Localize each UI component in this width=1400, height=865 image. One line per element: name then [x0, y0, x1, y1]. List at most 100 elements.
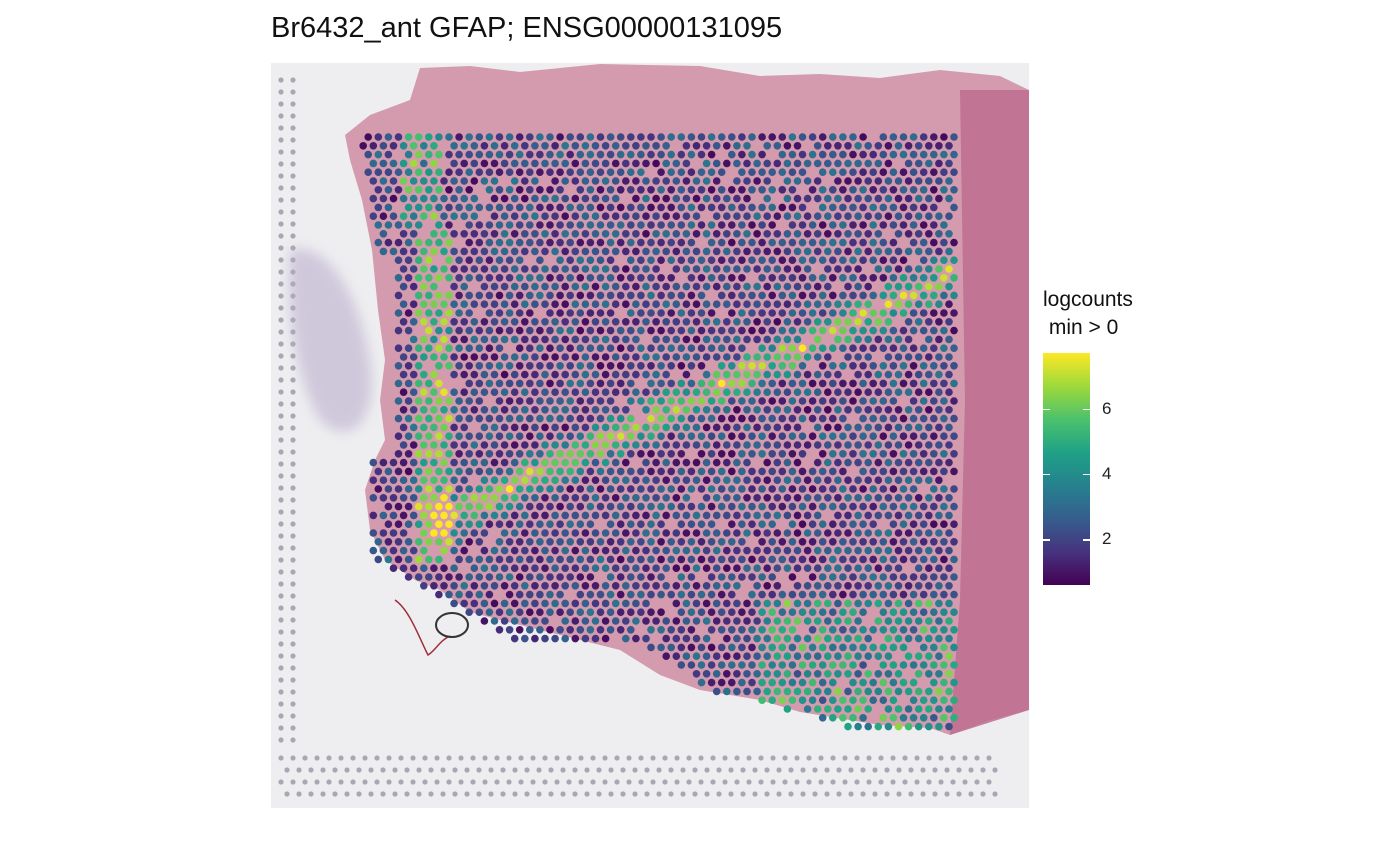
spot	[894, 634, 903, 643]
spot	[758, 238, 766, 247]
spot	[773, 687, 782, 696]
fiducial-dot	[686, 755, 692, 761]
spot	[733, 546, 741, 555]
fiducial-dot	[896, 767, 902, 773]
spot	[546, 450, 554, 458]
spot	[389, 458, 398, 467]
fiducial-dot	[338, 755, 344, 761]
spot	[839, 379, 847, 388]
spot	[440, 318, 448, 326]
spot	[637, 344, 645, 353]
spot	[834, 511, 842, 520]
spot	[788, 485, 797, 493]
spot	[935, 687, 943, 696]
spot	[935, 212, 943, 220]
spot	[465, 256, 474, 265]
spot	[601, 388, 610, 397]
fiducial-dot	[764, 791, 770, 797]
spot	[935, 722, 943, 731]
spot	[904, 247, 913, 256]
spot	[788, 309, 797, 317]
spot	[935, 335, 943, 344]
spot	[379, 230, 388, 238]
spot	[894, 265, 903, 273]
spot	[935, 458, 943, 467]
spot	[687, 538, 696, 546]
spot	[576, 379, 585, 388]
spot	[793, 265, 802, 273]
spot	[389, 159, 398, 168]
spot	[899, 538, 908, 546]
spot	[662, 423, 670, 432]
spot	[773, 546, 782, 555]
spot	[919, 608, 928, 616]
spot	[561, 564, 569, 572]
spot	[899, 520, 908, 528]
spot	[561, 300, 569, 309]
spot	[768, 626, 776, 634]
spot	[829, 538, 837, 546]
spot	[778, 168, 787, 176]
spot	[642, 159, 650, 168]
spot	[889, 467, 898, 476]
spot	[950, 397, 958, 405]
spot	[606, 238, 615, 247]
spot	[601, 212, 610, 220]
spot	[692, 177, 701, 185]
spot	[455, 502, 463, 511]
spot	[829, 203, 837, 212]
spot	[879, 643, 888, 652]
legend-tick	[1083, 473, 1090, 476]
spot	[409, 159, 418, 168]
spot	[763, 634, 771, 643]
spot	[763, 194, 771, 203]
spot	[500, 318, 509, 326]
spot	[899, 467, 908, 476]
spot	[541, 247, 549, 256]
spot	[470, 230, 479, 238]
spot	[642, 441, 650, 449]
spot	[571, 318, 580, 326]
fiducial-dot	[434, 755, 440, 761]
fiducial-dot	[632, 767, 638, 773]
spot	[475, 555, 484, 564]
spot	[849, 168, 857, 176]
spot	[692, 247, 701, 256]
fiducial-dot	[290, 197, 296, 203]
spot	[526, 133, 534, 141]
spot	[546, 133, 554, 141]
spot	[889, 520, 898, 528]
spot	[728, 379, 736, 388]
spot	[450, 476, 458, 485]
spot	[420, 335, 428, 344]
spot	[834, 564, 842, 572]
fiducial-dot	[512, 791, 518, 797]
spot	[783, 282, 792, 291]
spot	[904, 370, 913, 379]
spot	[672, 406, 681, 414]
spot	[849, 678, 857, 687]
spot	[490, 265, 499, 273]
fiducial-dot	[824, 767, 830, 773]
spot	[834, 265, 842, 273]
spot	[445, 520, 453, 528]
spot	[586, 133, 595, 141]
spot	[667, 221, 675, 229]
spot	[652, 529, 660, 537]
spot	[627, 608, 635, 616]
spot	[445, 203, 453, 212]
spot	[748, 291, 756, 300]
spot	[480, 177, 489, 185]
spot	[556, 344, 564, 353]
spot	[854, 212, 862, 220]
spot	[899, 203, 908, 212]
spot	[435, 168, 443, 176]
spot	[394, 432, 403, 441]
spot	[460, 494, 469, 502]
spot	[576, 326, 585, 335]
spot	[879, 203, 888, 212]
spot	[849, 362, 857, 370]
spot	[687, 186, 696, 194]
fiducial-dot	[290, 437, 296, 443]
spot	[430, 564, 438, 572]
